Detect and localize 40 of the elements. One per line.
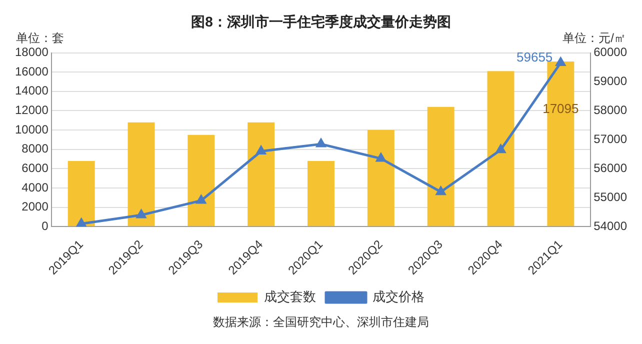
point: [196, 195, 206, 204]
y2-tick-label: 56000: [594, 160, 628, 175]
legend-label: 成交套数: [264, 289, 316, 304]
legend-label: 成交价格: [372, 289, 424, 304]
point: [436, 186, 446, 196]
bar: [248, 122, 275, 226]
y2-tick-label: 58000: [594, 103, 628, 118]
chart-title: 图8：深圳市一手住宅季度成交量价走势图: [191, 13, 451, 30]
y-tick-label: 8000: [22, 142, 49, 156]
y2-tick-label: 57000: [594, 132, 628, 146]
y-tick-label: 16000: [14, 64, 49, 78]
point: [76, 218, 86, 227]
y2-tick-label: 59000: [594, 74, 628, 88]
source-note: 数据来源：全国研究中心、深圳市住建局: [212, 314, 430, 331]
point: [316, 138, 326, 148]
y-tick-label: 18000: [14, 45, 49, 60]
point: [136, 210, 146, 218]
y-tick-label: 12000: [14, 103, 49, 118]
y-tick-label: 4000: [22, 180, 49, 194]
bar: [68, 160, 95, 226]
bar: [487, 71, 514, 226]
bar: [308, 160, 334, 226]
y2-tick-label: 55000: [594, 190, 628, 204]
bar: [427, 106, 454, 226]
y2-tick-label: 60000: [594, 45, 628, 60]
y-tick-label: 10000: [14, 122, 49, 136]
data-label: 59655: [516, 49, 553, 64]
point: [256, 146, 266, 155]
y-tick-label: 6000: [22, 160, 49, 175]
point: [376, 153, 386, 162]
y-axis-title: 单位：套: [16, 31, 64, 46]
bar: [367, 130, 394, 226]
bar: [188, 134, 215, 226]
bar: [128, 122, 155, 226]
y2-tick-label: 54000: [594, 218, 628, 233]
y-tick-label: 2000: [22, 200, 49, 214]
y2-axis-title: 单位：元/㎡: [562, 31, 626, 46]
y-tick-label: 0: [42, 218, 49, 233]
y-tick-label: 14000: [14, 84, 49, 98]
point: [556, 58, 566, 66]
